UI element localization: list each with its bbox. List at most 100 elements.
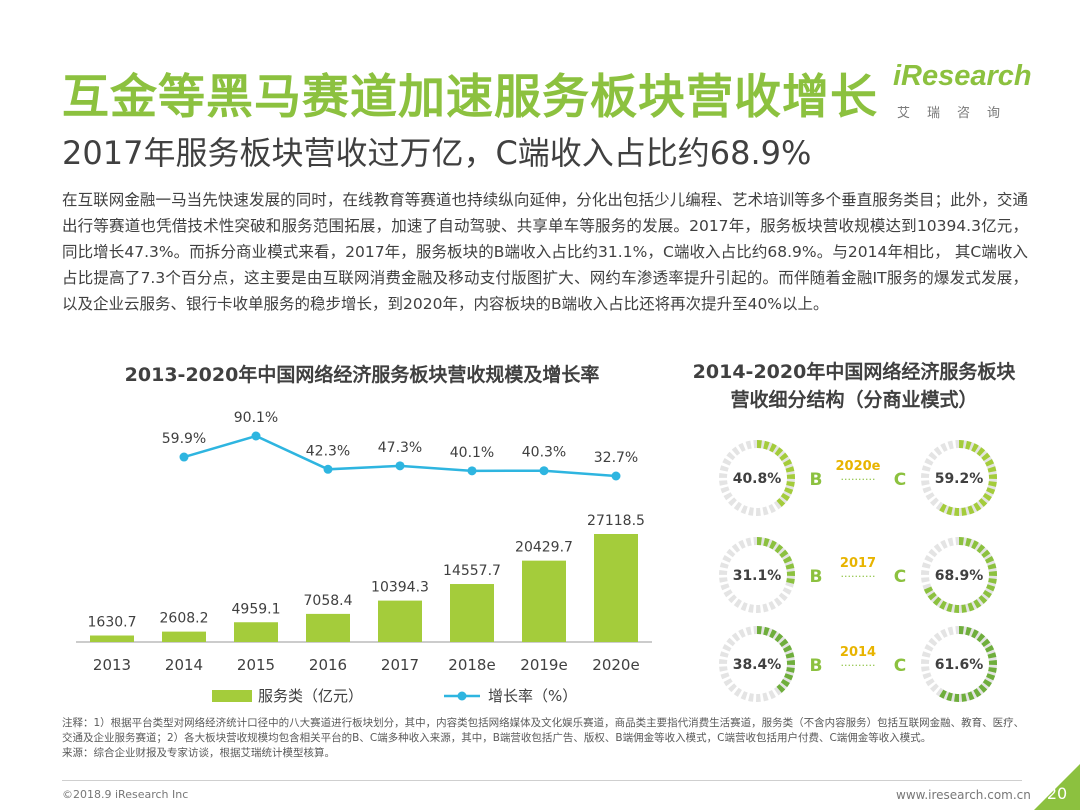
c-ring-2017-segment xyxy=(982,589,992,599)
b-ring-2014-segment xyxy=(786,667,795,673)
footer-copyright: ©2018.9 iResearch Inc xyxy=(62,788,189,801)
c-ring-2017-segment xyxy=(923,586,934,595)
growth-point xyxy=(179,452,189,462)
c-ring-2014-segment xyxy=(986,673,996,681)
source-text: 来源：综合企业财报及专家访谈，根据艾瑞统计模型核算。 xyxy=(62,747,335,759)
connector-dots: ·········· xyxy=(841,570,876,583)
c-ring-2020e-segment xyxy=(939,503,947,513)
b-label: B xyxy=(810,567,823,587)
b-ring-2020e-segment xyxy=(774,447,784,457)
c-label: C xyxy=(894,567,906,587)
b-ring-2017-share xyxy=(756,537,795,584)
b-ring-2017-segment xyxy=(785,563,795,570)
c-label: C xyxy=(894,470,906,490)
bar-value-label: 20429.7 xyxy=(515,540,573,556)
b-ring-2014-segment xyxy=(780,678,790,688)
c-ring-2020e-segment xyxy=(967,505,975,515)
growth-point xyxy=(539,466,549,476)
bar-2016 xyxy=(306,613,350,642)
b-ring-2020e-segment xyxy=(776,498,786,507)
year-label: 2020e xyxy=(836,459,881,474)
c-ring-2014-segment xyxy=(965,626,972,636)
c-ring-2017-value: 68.9% xyxy=(935,568,984,584)
c-ring-2014-segment xyxy=(973,688,982,698)
b-ring-2014-segment xyxy=(769,629,777,639)
b-ring-2020e-segment xyxy=(763,440,770,450)
b-ring-2017-value: 31.1% xyxy=(733,568,782,584)
x-tick-label: 2016 xyxy=(309,656,347,674)
c-ring-2017-segment xyxy=(973,599,982,609)
bar-2017 xyxy=(378,600,422,642)
c-ring-2020e-segment xyxy=(973,502,982,512)
c-ring-2017-segment xyxy=(965,537,972,547)
b-ring-2014-share xyxy=(756,626,795,693)
c-ring-2020e-segment xyxy=(976,447,986,457)
b-ring-2014-segment xyxy=(785,652,795,659)
notes: 注释：1）根据平台类型对网络经济统计口径中的八大赛道进行板块划分，其中，内容类包… xyxy=(62,716,1034,761)
page-title: 互金等黑马赛道加速服务板块营收增长 xyxy=(62,70,878,125)
year-label: 2014 xyxy=(840,645,876,660)
legend-bar-swatch xyxy=(212,690,252,702)
bar-value-label: 1630.7 xyxy=(88,615,137,631)
bar-2013 xyxy=(90,635,134,642)
c-ring-2017-share xyxy=(923,537,997,613)
bar-line-chart: 1630.7 2013 2608.2 2014 4959.1 2015 7058.4 2016… xyxy=(76,410,652,705)
c-ring-2017-segment xyxy=(984,555,995,564)
b-ring-2014-segment xyxy=(784,673,794,681)
growth-label: 40.1% xyxy=(450,445,494,461)
b-ring-2020e-segment xyxy=(780,492,790,502)
c-ring-2020e-segment xyxy=(981,452,991,462)
b-label: B xyxy=(810,470,823,490)
bar-value-label: 27118.5 xyxy=(587,513,645,529)
c-ring-2020e-segment xyxy=(971,443,979,453)
c-ring-2020e-value: 59.2% xyxy=(935,471,984,487)
c-ring-2020e-segment xyxy=(978,498,988,507)
c-ring-2020e-segment xyxy=(984,458,995,467)
x-tick-label: 2019e xyxy=(520,656,567,674)
growth-point xyxy=(611,471,621,481)
c-ring-2014-segment xyxy=(967,691,975,701)
c-ring-2017-segment xyxy=(927,591,937,601)
c-ring-2014-segment xyxy=(961,693,967,702)
b-ring-2017-segment xyxy=(786,578,795,584)
c-ring-2014-segment xyxy=(971,629,979,639)
b-ring-2020e-segment xyxy=(779,452,789,462)
footer-divider xyxy=(62,780,1022,781)
c-ring-2014-segment xyxy=(984,644,995,653)
b-ring-2014-segment xyxy=(782,644,793,653)
c-ring-2017-segment xyxy=(971,540,979,550)
b-ring-2017-segment xyxy=(779,549,789,559)
b-ring-2020e-segment xyxy=(782,458,793,467)
legend-line-label: 增长率（%） xyxy=(488,687,577,705)
c-ring-2020e-segment xyxy=(986,487,996,495)
bar-value-label: 10394.3 xyxy=(371,580,429,596)
bar-value-label: 7058.4 xyxy=(304,593,353,609)
b-ring-2014-segment xyxy=(779,638,789,648)
x-tick-label: 2020e xyxy=(592,656,639,674)
x-tick-label: 2013 xyxy=(93,656,131,674)
growth-point xyxy=(323,464,333,474)
growth-point xyxy=(251,431,261,441)
growth-label: 90.1% xyxy=(234,410,278,426)
b-ring-2017-segment xyxy=(774,544,784,554)
b-ring-2020e-segment xyxy=(784,487,794,495)
c-ring-2017-segment xyxy=(961,604,967,613)
x-tick-label: 2018e xyxy=(448,656,495,674)
bar-chart-title: 2013-2020年中国网络经济服务板块营收规模及增长率 xyxy=(124,364,600,386)
connector-dots: ·········· xyxy=(841,659,876,672)
pie-chart-title-line2: 营收细分结构（分商业模式） xyxy=(730,389,978,411)
connector-dots: ·········· xyxy=(841,473,876,486)
year-label: 2017 xyxy=(840,556,876,571)
x-tick-label: 2014 xyxy=(165,656,203,674)
c-ring-2014-share xyxy=(939,626,997,702)
footer-url: www.iresearch.com.cn xyxy=(896,788,1031,802)
c-ring-2020e-segment xyxy=(965,440,972,450)
b-ring-2020e-share xyxy=(756,440,795,507)
c-ring-2020e-share xyxy=(939,440,997,516)
c-ring-2017-segment xyxy=(981,549,991,559)
logo-subtext: 艾瑞咨询 xyxy=(897,106,1018,121)
b-ring-2017-segment xyxy=(769,540,777,550)
growth-label: 32.7% xyxy=(594,450,638,466)
c-label: C xyxy=(894,656,906,676)
